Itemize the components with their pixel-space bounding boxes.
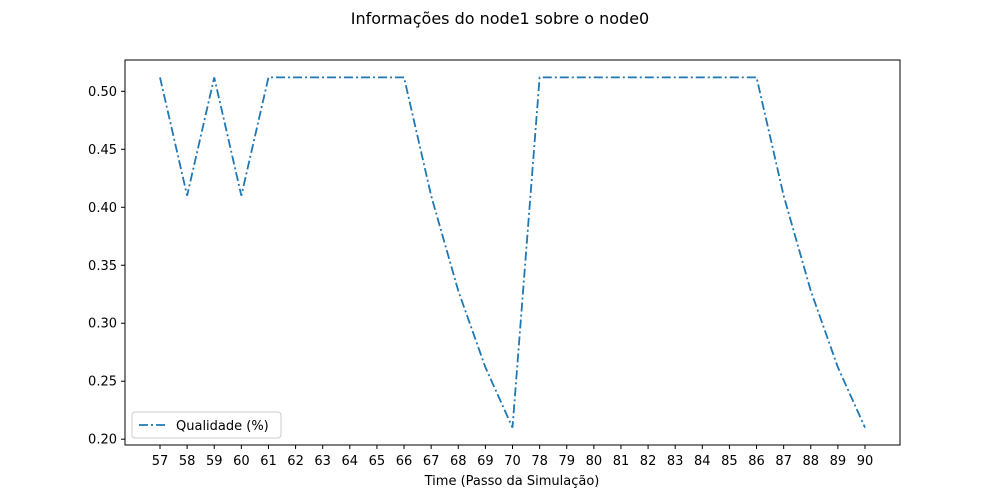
x-tick-label: 58 [179,454,196,469]
x-tick-label: 83 [667,454,684,469]
x-tick-label: 90 [857,454,874,469]
x-tick-label: 78 [531,454,548,469]
y-tick-label: 0.25 [88,375,117,390]
x-tick-label: 80 [586,454,603,469]
legend-box [131,411,282,439]
x-tick-label: 87 [775,454,792,469]
x-tick-label: 70 [504,454,521,469]
x-tick-label: 60 [233,454,250,469]
x-axis-label: Time (Passo da Simulação) [424,474,600,489]
y-tick-label: 0.50 [88,85,117,100]
y-tick-label: 0.45 [88,143,117,158]
x-tick-label: 64 [342,454,359,469]
legend: Qualidade (%) [131,411,282,439]
x-tick-label: 67 [423,454,440,469]
x-tick-label: 82 [640,454,657,469]
x-axis: 57 58 59 60 61 62 63 64 65 66 67 68 69 70 78 79 80 81 82 83… [152,445,874,469]
legend-label: Qualidade (%) [176,419,269,434]
y-tick-label: 0.35 [88,259,117,274]
plot-frame [124,59,901,446]
x-tick-label: 84 [694,454,711,469]
x-tick-label: 61 [260,454,277,469]
series-layer [159,76,866,428]
x-tick-label: 68 [450,454,467,469]
x-tick-label: 88 [802,454,819,469]
x-tick-label: 65 [369,454,386,469]
x-tick-label: 81 [613,454,630,469]
plot-area: 0.20 0.25 0.30 0.35 0.40 0.45 0.50 57 58 59 60 61 6… [88,59,901,469]
chart-title: Informações do node1 sobre o node0 [351,9,649,28]
y-axis: 0.20 0.25 0.30 0.35 0.40 0.45 0.50 [88,85,125,448]
x-tick-label: 59 [206,454,223,469]
y-tick-label: 0.30 [88,317,117,332]
x-tick-label: 57 [152,454,169,469]
x-tick-label: 66 [396,454,413,469]
y-tick-label: 0.20 [88,433,117,448]
x-tick-label: 85 [721,454,738,469]
x-tick-label: 69 [477,454,494,469]
x-tick-label: 63 [314,454,331,469]
x-tick-label: 89 [830,454,847,469]
x-tick-label: 86 [748,454,765,469]
y-tick-label: 0.40 [88,201,117,216]
x-tick-label: 62 [287,454,304,469]
series-line [159,76,866,428]
x-tick-label: 79 [558,454,575,469]
